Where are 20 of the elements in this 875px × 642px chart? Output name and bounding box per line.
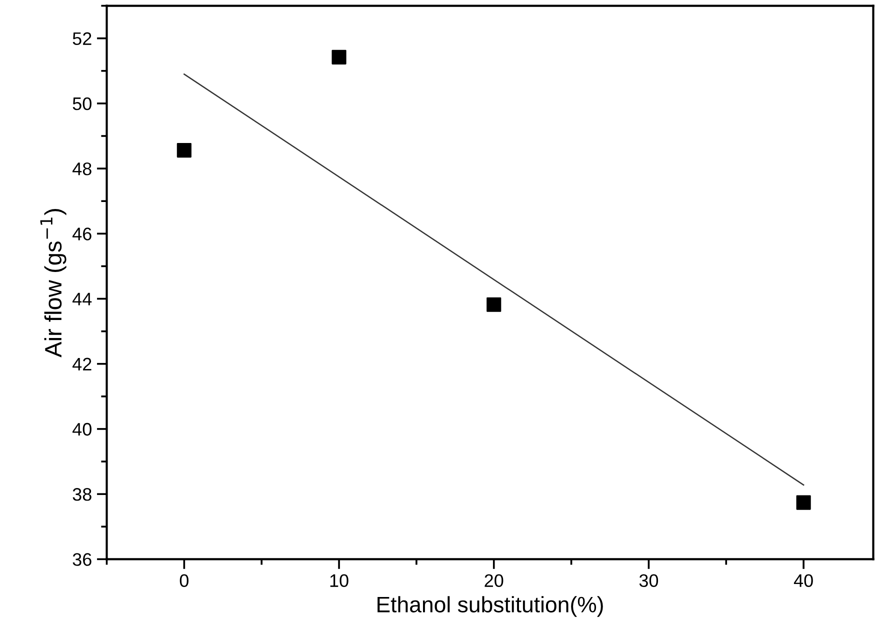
- point: [796, 495, 811, 510]
- y-tick-label: 44: [72, 292, 92, 306]
- y-tick-label: 48: [72, 162, 92, 176]
- x-tick-label: 10: [330, 574, 348, 588]
- point: [332, 50, 346, 64]
- y-tick-label: 42: [72, 358, 92, 370]
- x-axis-title: Ethanol substitution(%): [378, 596, 603, 617]
- y-tick-label: 52: [72, 32, 92, 46]
- y-tick-label: 46: [72, 228, 92, 240]
- point: [176, 143, 192, 158]
- x-tick-label: 40: [794, 574, 813, 588]
- point: [486, 297, 502, 312]
- y-tick-label: 40: [72, 422, 92, 436]
- y-tick-label: 38: [72, 488, 92, 501]
- x-tick-label: 30: [639, 574, 658, 588]
- x-tick-label: 0: [180, 574, 188, 588]
- y-tick-label: 50: [72, 97, 92, 110]
- x-tick-label: 20: [484, 574, 504, 588]
- y-axis-title: Air flow (gs$^{−1}$): [40, 209, 66, 358]
- y-tick-label: 36: [72, 553, 92, 566]
